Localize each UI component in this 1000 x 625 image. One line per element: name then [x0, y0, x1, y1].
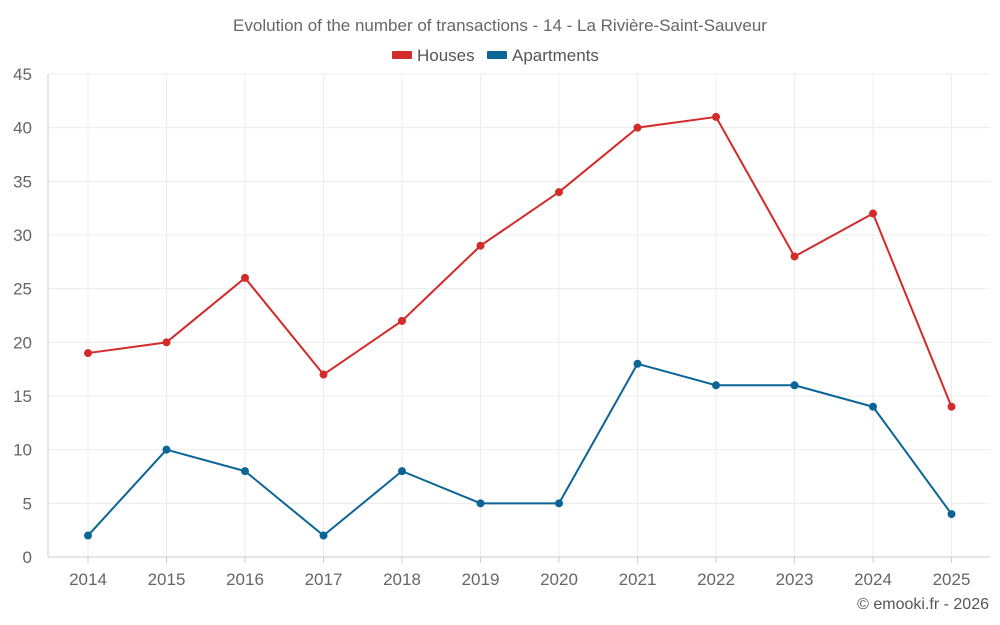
data-point-houses[interactable] — [947, 402, 956, 411]
data-point-houses[interactable] — [712, 112, 720, 121]
y-tick-label: 5 — [23, 494, 32, 513]
y-tick-label: 0 — [23, 548, 32, 567]
legend-label-houses: Houses — [417, 46, 475, 65]
series-line-apartments — [87, 362, 953, 537]
legend-label-apartments: Apartments — [512, 46, 599, 65]
y-tick-label: 40 — [13, 119, 32, 138]
series-houses — [84, 112, 956, 411]
data-point-houses[interactable] — [555, 188, 563, 197]
x-tick-label: 2023 — [776, 570, 814, 589]
data-point-apartments[interactable] — [162, 445, 171, 454]
legend-swatch-houses — [392, 51, 412, 59]
legend-item-houses[interactable]: Houses — [392, 46, 475, 65]
data-point-apartments[interactable] — [84, 531, 92, 540]
data-point-houses[interactable] — [241, 273, 249, 282]
data-point-houses[interactable] — [633, 123, 642, 132]
data-point-apartments[interactable] — [869, 402, 877, 411]
x-tick-label: 2018 — [383, 570, 421, 589]
data-point-houses[interactable] — [398, 316, 406, 325]
x-axis-ticks: 2014 2015 2016 2017 2018 2019 2020 2021 2022 2023… — [69, 557, 970, 589]
legend-swatch-apartments — [487, 51, 507, 59]
x-tick-label: 2019 — [462, 570, 500, 589]
data-point-apartments[interactable] — [790, 381, 799, 390]
data-point-houses[interactable] — [476, 241, 485, 250]
credit-text: © emooki.fr - 2026 — [857, 596, 989, 613]
axes — [47, 74, 990, 558]
x-tick-label: 2021 — [619, 570, 657, 589]
y-tick-label: 30 — [13, 226, 32, 245]
x-tick-label: 2024 — [854, 570, 892, 589]
data-point-apartments[interactable] — [398, 467, 406, 476]
data-point-houses[interactable] — [84, 349, 92, 358]
y-tick-label: 15 — [13, 387, 32, 406]
chart-title: Evolution of the number of transactions … — [233, 16, 767, 35]
data-point-apartments[interactable] — [633, 359, 642, 368]
data-point-apartments[interactable] — [555, 499, 563, 508]
y-tick-label: 35 — [13, 172, 32, 191]
data-point-apartments[interactable] — [947, 510, 956, 519]
y-tick-label: 45 — [13, 65, 32, 84]
data-point-apartments[interactable] — [476, 499, 485, 508]
data-point-apartments[interactable] — [319, 531, 328, 540]
data-point-houses[interactable] — [790, 252, 799, 261]
data-point-apartments[interactable] — [712, 381, 720, 390]
x-tick-label: 2015 — [148, 570, 186, 589]
y-tick-label: 25 — [13, 280, 32, 299]
x-tick-label: 2017 — [305, 570, 343, 589]
x-tick-label: 2016 — [226, 570, 264, 589]
y-tick-label: 20 — [13, 333, 32, 352]
series-line-houses — [87, 115, 953, 408]
x-tick-label: 2022 — [697, 570, 735, 589]
series — [84, 112, 956, 540]
legend-item-apartments[interactable]: Apartments — [487, 46, 599, 65]
x-tick-label: 2014 — [69, 570, 107, 589]
y-tick-label: 10 — [13, 441, 32, 460]
legend: Houses Apartments — [392, 46, 599, 65]
gridlines — [48, 73, 990, 557]
data-point-apartments[interactable] — [241, 467, 249, 476]
y-axis-ticks: 0 5 10 15 20 25 30 35 40 45 — [13, 65, 32, 567]
data-point-houses[interactable] — [319, 370, 328, 379]
data-point-houses[interactable] — [869, 209, 877, 218]
data-point-houses[interactable] — [162, 338, 171, 347]
series-apartments — [84, 359, 956, 540]
x-tick-label: 2020 — [540, 570, 578, 589]
x-tick-label: 2025 — [933, 570, 971, 589]
